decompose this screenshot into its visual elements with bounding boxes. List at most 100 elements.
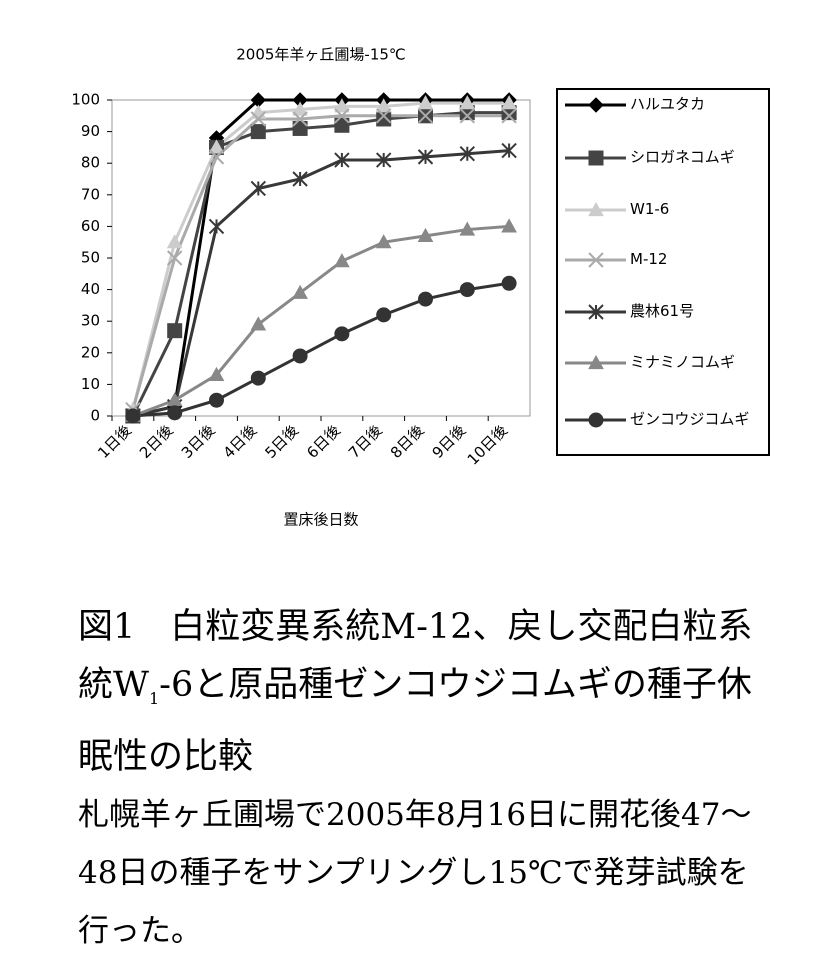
y-tick-label: 60 xyxy=(81,217,100,235)
y-tick-label: 90 xyxy=(81,122,100,140)
data-point xyxy=(208,218,225,235)
data-point xyxy=(334,117,350,133)
marker-shape xyxy=(501,95,517,110)
data-point xyxy=(250,316,267,331)
data-point xyxy=(459,282,475,298)
data-point xyxy=(501,218,517,233)
caption-title: 図1 白粒変異系統M-12、戻し交配白粒系統W1-6と原品種ゼンコウジコムギの種… xyxy=(78,598,778,786)
legend-symbol xyxy=(565,304,626,320)
marker-shape xyxy=(208,149,225,165)
legend-marker xyxy=(588,354,604,370)
legend-symbol xyxy=(565,201,626,217)
marker-shape xyxy=(334,117,350,133)
marker-shape xyxy=(334,152,350,168)
data-point xyxy=(334,253,350,268)
marker-shape xyxy=(588,412,604,428)
data-point xyxy=(417,95,434,110)
data-point xyxy=(250,180,267,197)
caption: 図1 白粒変異系統M-12、戻し交配白粒系統W1-6と原品種ゼンコウジコムギの種… xyxy=(78,598,778,960)
data-point xyxy=(417,149,434,165)
marker-shape xyxy=(417,108,434,124)
data-point xyxy=(167,405,183,421)
caption-sub: 1 xyxy=(148,689,160,708)
legend-marker xyxy=(588,412,604,428)
marker-shape xyxy=(208,218,225,235)
marker-shape xyxy=(501,142,517,159)
x-tick-label: 7日後 xyxy=(345,421,386,462)
data-point xyxy=(334,152,350,168)
marker-shape xyxy=(588,97,604,113)
data-point xyxy=(376,111,392,127)
marker-shape xyxy=(292,111,308,127)
marker-shape xyxy=(167,323,183,339)
data-point xyxy=(250,111,267,127)
y-tick-label: 10 xyxy=(81,375,100,393)
chart-title: 2005年羊ヶ丘圃場-15℃ xyxy=(236,46,406,64)
marker-shape xyxy=(250,370,266,386)
data-point xyxy=(376,307,392,323)
data-point xyxy=(250,124,266,140)
caption-text: 図1 白粒変異系統M-12、戻し交配白粒系統W xyxy=(78,607,753,705)
data-point xyxy=(501,275,517,291)
data-point xyxy=(459,146,476,162)
marker-shape xyxy=(459,221,476,236)
series-line xyxy=(131,111,510,417)
data-point xyxy=(292,171,308,187)
data-point xyxy=(417,227,434,242)
marker-shape xyxy=(208,366,225,382)
legend-marker xyxy=(588,304,604,320)
data-point xyxy=(375,98,392,113)
legend-marker xyxy=(588,201,604,217)
marker-shape xyxy=(250,180,267,197)
chart: 2005年羊ヶ丘圃場-15℃ 置床後日数 0 10 20 30 40 50 60 70 80 90… xyxy=(71,46,531,529)
marker-shape xyxy=(376,111,392,127)
data-point xyxy=(501,142,517,159)
series-line xyxy=(132,98,510,418)
legend-label: シロガネコムギ xyxy=(630,148,735,166)
x-tick-label: 4日後 xyxy=(220,421,261,462)
data-point xyxy=(501,95,517,110)
data-point xyxy=(375,108,392,124)
y-tick-label: 0 xyxy=(90,407,100,425)
marker-shape xyxy=(588,354,604,370)
legend-symbol xyxy=(565,150,626,166)
y-tick-label: 50 xyxy=(81,249,100,267)
marker-shape xyxy=(588,252,604,268)
marker-shape xyxy=(166,234,183,249)
marker-shape xyxy=(292,171,308,187)
data-point xyxy=(292,101,308,116)
y-tick-label: 80 xyxy=(81,154,100,172)
legend-symbol xyxy=(565,354,626,370)
legend-symbol xyxy=(565,252,626,268)
data-point xyxy=(125,408,141,424)
marker-shape xyxy=(459,108,476,124)
series-line xyxy=(131,114,510,411)
marker-shape xyxy=(292,120,308,136)
marker-shape xyxy=(375,234,392,249)
data-point xyxy=(334,98,350,113)
marker-shape xyxy=(334,326,350,342)
legend-label: M-12 xyxy=(630,250,668,268)
x-tick-label: 6日後 xyxy=(303,421,344,462)
marker-shape xyxy=(417,149,434,165)
data-point xyxy=(459,221,476,236)
data-point xyxy=(375,234,392,249)
legend-label: 農林61号 xyxy=(630,302,695,320)
marker-shape xyxy=(334,253,350,268)
series-line xyxy=(132,281,510,418)
data-point xyxy=(292,111,308,127)
data-point xyxy=(334,326,350,342)
marker-shape xyxy=(167,405,183,421)
data-point xyxy=(501,108,517,124)
marker-shape xyxy=(418,291,433,307)
data-point xyxy=(208,149,225,165)
legend-marker xyxy=(588,150,604,166)
marker-shape xyxy=(334,108,350,124)
data-point xyxy=(417,108,434,124)
data-point xyxy=(459,108,476,124)
y-tick-label: 70 xyxy=(81,185,100,203)
data-point xyxy=(166,392,183,407)
marker-shape xyxy=(250,111,267,127)
legend-label: ゼンコウジコムギ xyxy=(630,410,750,428)
